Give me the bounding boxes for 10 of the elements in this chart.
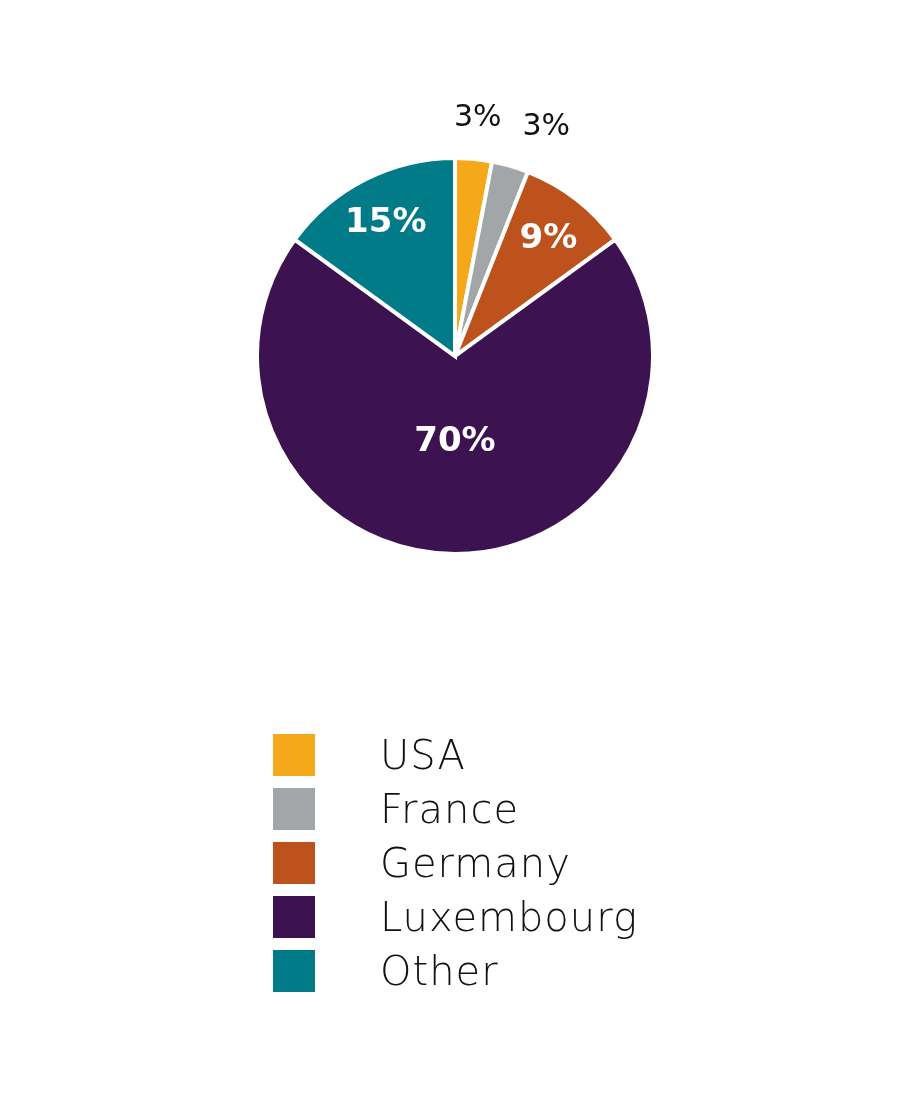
data-label: 70% xyxy=(414,419,496,460)
legend-label: Luxembourg xyxy=(380,894,638,940)
legend-label: Other xyxy=(380,948,499,994)
legend-label: USA xyxy=(380,732,466,778)
legend-label: France xyxy=(380,786,520,832)
legend-label: Germany xyxy=(380,840,571,886)
data-label: 3% xyxy=(453,98,502,134)
data-label: 15% xyxy=(345,200,427,241)
data-label: 9% xyxy=(519,215,578,256)
data-label: 3% xyxy=(522,106,570,142)
